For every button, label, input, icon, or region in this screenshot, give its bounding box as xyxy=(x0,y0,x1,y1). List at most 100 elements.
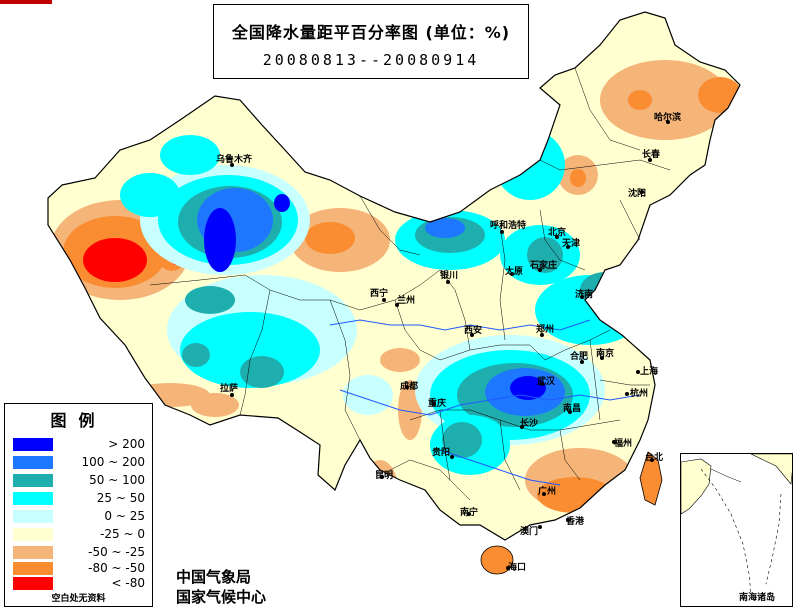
city-dot xyxy=(568,410,572,414)
city-dot xyxy=(636,370,640,374)
city-fuzhou: 福州 xyxy=(614,439,633,449)
city-haikou: 海口 xyxy=(508,563,527,573)
city-xining: 西宁 xyxy=(370,289,389,299)
city-changsha: 长沙 xyxy=(520,419,539,429)
zone-sichuan-wet xyxy=(343,375,393,415)
city-dot xyxy=(230,393,234,397)
city-chongqing: 重庆 xyxy=(428,399,447,409)
zone-qinghai-teal xyxy=(240,356,284,388)
city-dot xyxy=(510,272,514,276)
zone-hetao-blue xyxy=(425,218,465,238)
legend-title: 图例 xyxy=(50,411,107,430)
city-dot xyxy=(382,298,386,302)
inset-label: 南海诸岛 xyxy=(739,593,776,603)
city-hefei: 合肥 xyxy=(570,352,589,362)
city-dot xyxy=(566,518,570,522)
zone-qinghai-cyan xyxy=(180,312,320,388)
city-lanzhou: 兰州 xyxy=(397,296,416,306)
city-yinchuan: 银川 xyxy=(440,271,459,281)
legend-label: > 200 xyxy=(108,437,145,451)
city-nanchang: 南昌 xyxy=(563,404,582,414)
zone-qinghai-teal2 xyxy=(182,343,210,367)
city-lhasa: 拉萨 xyxy=(220,384,239,394)
city-dot xyxy=(540,333,544,337)
zone-altai xyxy=(160,135,220,175)
legend-item: < -80 xyxy=(11,576,151,591)
legend-item: 0 ~ 25 xyxy=(11,509,151,524)
inset-map xyxy=(681,454,792,595)
city-dot xyxy=(538,525,542,529)
city-dot xyxy=(600,356,604,360)
map-title: 全国降水量距平百分率图 (单位：%) xyxy=(231,23,511,42)
corner-mark xyxy=(0,0,52,4)
city-hangzhou: 杭州 xyxy=(630,389,649,399)
city-xian: 西安 xyxy=(464,326,483,336)
legend-swatch xyxy=(13,510,53,523)
city-kunming: 昆明 xyxy=(375,471,394,481)
city-dot xyxy=(380,475,384,479)
zone-yunnan-west xyxy=(288,442,312,474)
city-dot xyxy=(470,333,474,337)
city-dot xyxy=(500,230,504,234)
legend-label: 50 ~ 100 xyxy=(89,473,145,487)
zone-north-china-teal xyxy=(527,237,563,273)
zone-guizhou-teal xyxy=(442,422,482,458)
agency-line2: 国家气候中心 xyxy=(176,588,267,606)
city-zhengzhou: 郑州 xyxy=(536,325,555,335)
city-urumqi: 乌鲁木齐 xyxy=(216,155,253,165)
city-shanghai: 上海 xyxy=(640,367,659,377)
zone-northeast-core2 xyxy=(628,90,652,110)
legend-swatch xyxy=(13,474,53,487)
city-dot xyxy=(432,402,436,406)
legend-swatch xyxy=(13,456,53,469)
zone-tibet-south2 xyxy=(191,393,239,417)
city-dot xyxy=(446,280,450,284)
legend-swatch xyxy=(13,562,53,575)
legend-label: -80 ~ -50 xyxy=(88,561,145,575)
city-hongkong: 香港 xyxy=(566,517,585,527)
zone-northeast xyxy=(600,60,730,140)
city-dot xyxy=(566,245,570,249)
city-dot xyxy=(580,360,584,364)
city-jinan: 济南 xyxy=(575,290,594,300)
date-range: 20080813--20080914 xyxy=(262,51,480,69)
city-hohhot: 呼和浩特 xyxy=(490,221,527,231)
city-shenyang: 沈阳 xyxy=(628,189,647,199)
legend-swatch xyxy=(13,577,53,590)
city-taipei: 台北 xyxy=(645,453,664,463)
city-dot xyxy=(542,492,546,496)
legend-item: 25 ~ 50 xyxy=(11,491,151,506)
legend-label: < -80 xyxy=(111,576,145,590)
legend-label: -50 ~ -25 xyxy=(88,545,145,559)
city-dot xyxy=(540,382,544,386)
zone-xinjiang-north xyxy=(120,173,180,217)
city-dot xyxy=(555,235,559,239)
city-guangzhou: 广州 xyxy=(538,487,557,497)
legend-label: 25 ~ 50 xyxy=(96,491,145,505)
legend-item: -80 ~ -50 xyxy=(11,561,151,576)
legend-item: > 200 xyxy=(11,437,151,452)
city-dot xyxy=(580,295,584,299)
city-dot xyxy=(230,163,234,167)
city-harbin: 哈尔滨 xyxy=(654,113,682,123)
legend-item: -50 ~ -25 xyxy=(11,545,151,560)
south-china-sea-inset: 南海诸岛 xyxy=(680,453,793,607)
city-dot xyxy=(467,512,471,516)
agency-line1: 中国气象局 xyxy=(176,568,252,586)
legend-item: 100 ~ 200 xyxy=(11,455,151,470)
city-shijiazhuang: 石家庄 xyxy=(530,261,558,271)
legend: 图例 > 200 100 ~ 200 50 ~ 100 25 ~ 50 0 ~ … xyxy=(4,403,153,607)
legend-label: 100 ~ 200 xyxy=(81,455,146,469)
zone-inner-mongolia-wet xyxy=(495,130,565,200)
city-beijing: 北京 xyxy=(548,228,567,238)
legend-swatch xyxy=(13,528,53,541)
taiwan-island xyxy=(639,451,663,506)
legend-swatch xyxy=(13,438,53,451)
legend-item: -25 ~ 0 xyxy=(11,527,151,542)
city-dot xyxy=(450,455,454,459)
zone-west-xinjiang-core xyxy=(83,238,147,282)
zone-qinghai-teal3 xyxy=(185,286,235,314)
city-dot xyxy=(506,566,510,570)
zone-sichuan-north xyxy=(380,348,420,372)
